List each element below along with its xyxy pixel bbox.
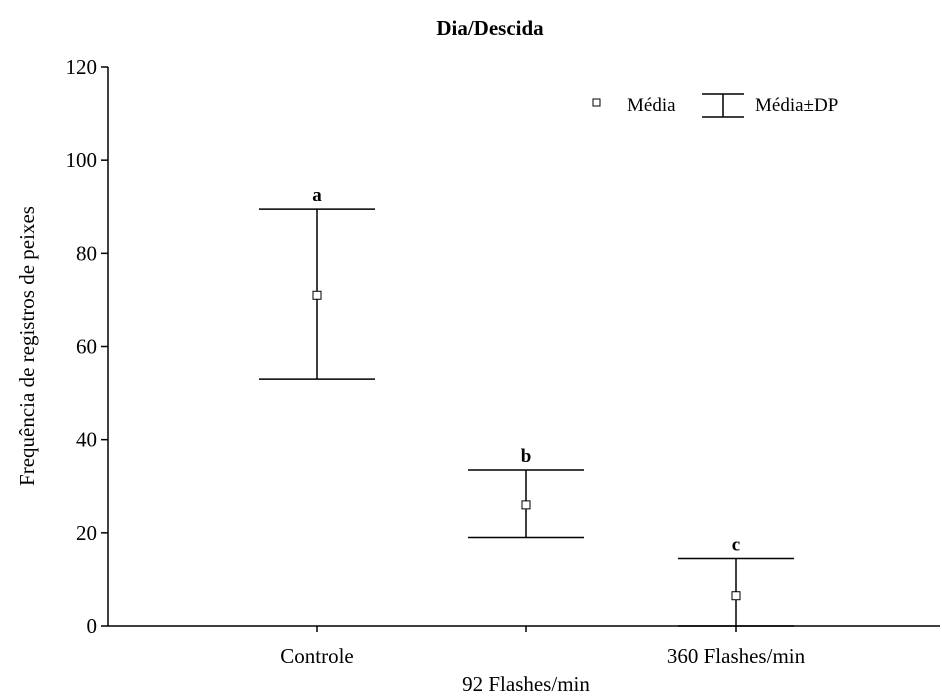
legend-sd-prefix: Média <box>755 95 804 116</box>
legend-sd-suffix: DP <box>814 95 838 116</box>
legend-sd-marker <box>702 93 744 118</box>
mean-point <box>731 591 741 601</box>
legend-mean-label: Média <box>627 95 676 116</box>
y-tick-label: 80 <box>76 241 97 265</box>
y-axis: 0 20 40 60 80 100 120 <box>66 55 109 638</box>
significance-label: c <box>732 534 740 555</box>
series-marks: a b c <box>259 185 794 627</box>
chart-title: Dia/Descida <box>436 16 544 40</box>
x-ticks: Controle 92 Flashes/min 360 Flashes/min <box>280 626 806 696</box>
significance-label: a <box>312 185 322 206</box>
y-tick-label: 120 <box>66 55 98 79</box>
x-tick-label: Controle <box>280 644 354 668</box>
mean-point <box>521 500 531 510</box>
x-tick-label: 360 Flashes/min <box>667 644 806 668</box>
y-tick-label: 20 <box>76 521 97 545</box>
y-ticks: 0 20 40 60 80 100 120 <box>66 55 108 638</box>
y-tick-label: 100 <box>66 148 98 172</box>
legend-sd-pm: ± <box>804 95 814 116</box>
significance-label: b <box>521 446 532 467</box>
legend-sd-label: Média±DP <box>755 95 838 116</box>
legend-mean-marker <box>592 98 601 107</box>
legend: Média Média±DP <box>592 93 838 118</box>
y-tick-label: 0 <box>87 614 98 638</box>
y-axis-label: Frequência de registros de peixes <box>15 206 39 486</box>
x-tick-label: 92 Flashes/min <box>462 672 590 696</box>
mean-point <box>312 290 322 300</box>
x-axis: Controle 92 Flashes/min 360 Flashes/min <box>108 625 940 696</box>
y-tick-label: 40 <box>76 428 97 452</box>
y-tick-label: 60 <box>76 335 97 359</box>
